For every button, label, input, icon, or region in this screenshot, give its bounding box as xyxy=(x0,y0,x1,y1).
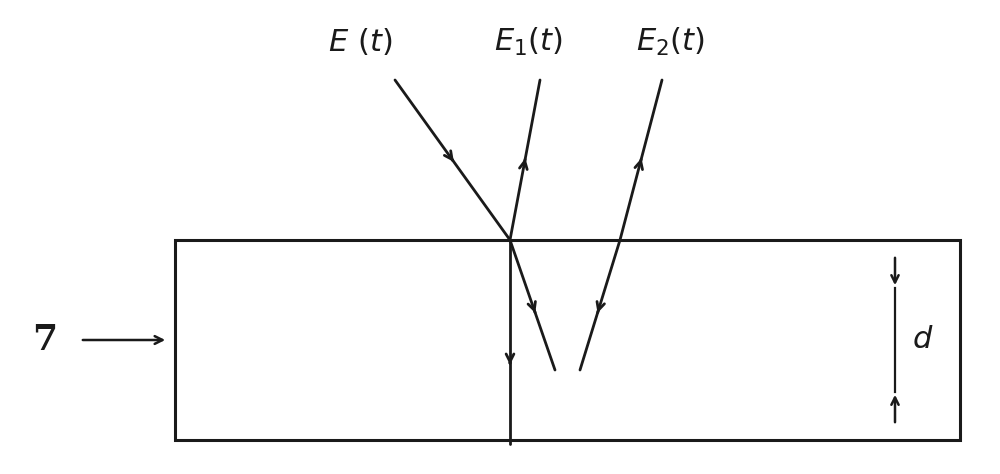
Text: $d$: $d$ xyxy=(912,325,934,356)
Bar xyxy=(175,240,960,440)
Text: $E_1(t)$: $E_1(t)$ xyxy=(494,26,562,58)
Text: 7: 7 xyxy=(32,323,58,357)
Text: $E\ (t)$: $E\ (t)$ xyxy=(328,27,392,57)
Text: $E_2(t)$: $E_2(t)$ xyxy=(636,26,704,58)
